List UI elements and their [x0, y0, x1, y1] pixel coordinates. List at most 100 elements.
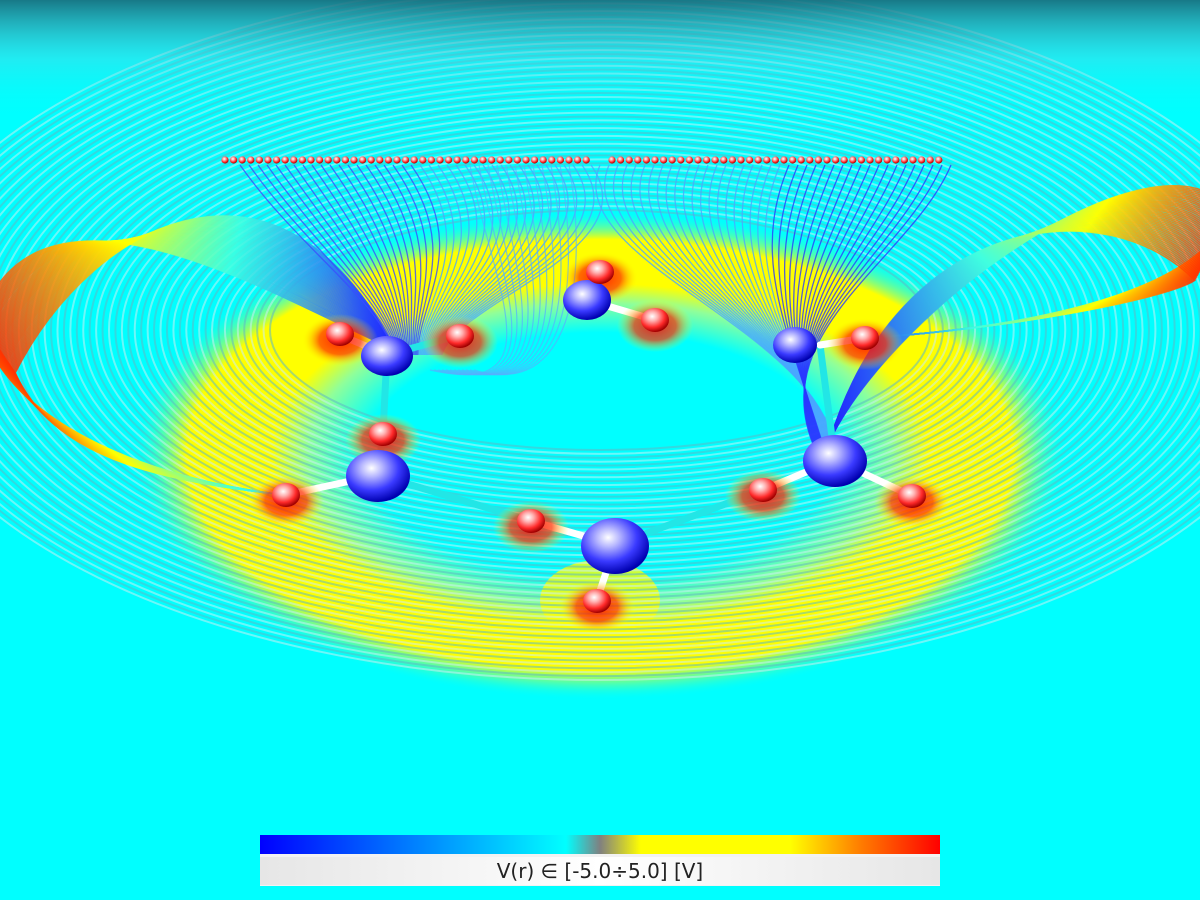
chain-sphere — [642, 156, 651, 164]
chain-sphere — [840, 156, 848, 164]
field-line-blue-left — [401, 164, 434, 356]
chain-sphere — [892, 156, 900, 164]
chain-sphere — [918, 156, 926, 164]
chain-sphere — [651, 156, 659, 164]
chain-sphere — [582, 156, 590, 164]
small-atom — [851, 326, 879, 350]
chain-sphere — [677, 156, 685, 164]
field-line-blue-left — [419, 164, 455, 356]
small-atom — [641, 308, 669, 332]
small-atom — [517, 509, 545, 533]
atoms — [272, 260, 926, 613]
small-atom — [369, 422, 397, 446]
chain-sphere — [926, 156, 934, 164]
field-line-arc — [153, 138, 1047, 522]
chain-sphere — [900, 156, 909, 164]
field-line-blue-left — [257, 164, 399, 356]
field-line-blue-left — [338, 164, 409, 356]
chain-sphere — [488, 156, 496, 164]
large-atom — [346, 450, 410, 502]
chain-sphere — [711, 156, 719, 164]
chain-sphere — [255, 156, 263, 164]
chain-sphere — [393, 156, 401, 164]
field-line-arc — [191, 162, 1009, 498]
chain-sphere — [617, 156, 625, 164]
field-line-blue-left — [347, 164, 411, 356]
field-line-center — [473, 164, 577, 376]
chain-sphere — [806, 156, 814, 164]
field-line-blue-left — [284, 164, 402, 356]
field-line-blue-left — [320, 164, 407, 356]
chain-sphere — [685, 156, 694, 164]
chain-sphere — [496, 156, 504, 164]
chain-sphere — [574, 156, 582, 164]
field-line-arc — [0, 0, 1200, 662]
chain-sphere — [436, 156, 444, 164]
field-line-blue-left — [383, 164, 422, 356]
chain-sphere — [556, 156, 565, 164]
chain-sphere — [875, 156, 883, 164]
chain-sphere — [513, 156, 522, 164]
large-atom — [563, 280, 611, 320]
field-line-blue-left — [410, 164, 441, 356]
chain-sphere — [522, 156, 530, 164]
large-atom — [581, 518, 649, 574]
field-line-arc — [159, 142, 1041, 518]
field-line-right — [829, 230, 1196, 441]
small-atom — [586, 260, 614, 284]
field-line-arc — [0, 0, 1200, 677]
chain-sphere — [238, 156, 246, 164]
field-line-arc — [172, 150, 1028, 510]
chain-sphere — [384, 156, 392, 164]
chain-sphere — [324, 156, 332, 164]
chain-sphere — [780, 156, 788, 164]
chain-sphere — [350, 156, 358, 164]
chain-sphere — [247, 156, 255, 164]
large-atom — [803, 435, 867, 487]
field-line-arc — [178, 154, 1022, 506]
chain-sphere — [307, 156, 315, 164]
field-line-blue-left — [266, 164, 400, 356]
chain-sphere — [333, 156, 341, 164]
chain-sphere — [427, 156, 435, 164]
field-line-arc — [217, 177, 983, 483]
chain-sphere — [376, 156, 384, 164]
field-line-left — [14, 215, 396, 496]
colorbar: V(r) ∈ [-5.0÷5.0] [V] — [260, 835, 940, 886]
small-atom — [749, 478, 777, 502]
chain-sphere — [290, 156, 298, 164]
chain-sphere — [857, 156, 866, 164]
chain-sphere — [230, 156, 238, 164]
sphere-chain — [221, 156, 943, 164]
chain-sphere — [316, 156, 324, 164]
chain-sphere — [909, 156, 917, 164]
field-line-arc — [211, 173, 989, 487]
field-line-arc — [165, 146, 1035, 514]
field-line-arc — [0, 0, 1200, 666]
large-atom — [773, 327, 817, 363]
chain-sphere — [608, 156, 616, 164]
chain-sphere — [462, 156, 470, 164]
chain-sphere — [367, 156, 375, 164]
chain-sphere — [221, 156, 229, 164]
chain-sphere — [814, 156, 823, 164]
chain-sphere — [410, 156, 418, 164]
chain-sphere — [273, 156, 281, 164]
chain-sphere — [539, 156, 547, 164]
field-line-blue-left — [365, 164, 413, 356]
chain-sphere — [763, 156, 771, 164]
chain-sphere — [625, 156, 633, 164]
field-line-arc — [0, 0, 1200, 674]
small-atom — [272, 483, 300, 507]
chain-sphere — [720, 156, 728, 164]
field-line-blue-left — [392, 164, 428, 356]
chain-sphere — [281, 156, 289, 164]
chain-sphere — [746, 156, 754, 164]
chain-sphere — [479, 156, 487, 164]
large-atom — [361, 336, 413, 376]
chain-sphere — [737, 156, 745, 164]
chain-sphere — [789, 156, 797, 164]
chain-sphere — [445, 156, 453, 164]
